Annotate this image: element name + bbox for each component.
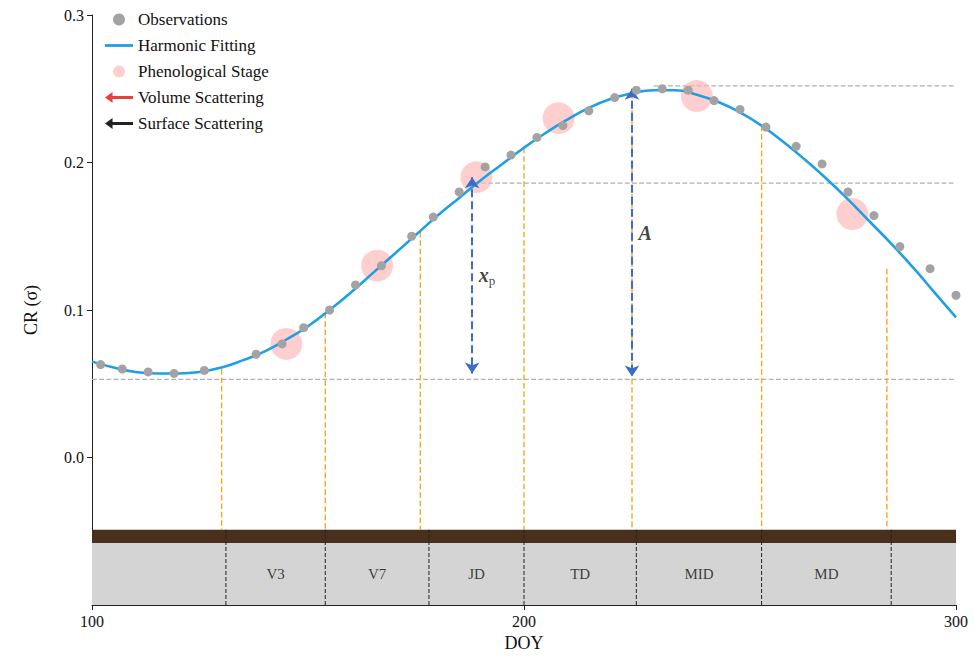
svg-text:200: 200 [512, 613, 536, 630]
svg-text:A: A [637, 222, 652, 244]
svg-text:DOY: DOY [505, 633, 544, 653]
svg-text:TD: TD [570, 566, 590, 582]
svg-text:MD: MD [814, 566, 838, 582]
svg-text:300: 300 [944, 613, 968, 630]
svg-text:Surface Scattering: Surface Scattering [138, 114, 264, 133]
svg-text:p: p [489, 273, 496, 288]
svg-text:100: 100 [80, 613, 104, 630]
svg-text:0.0: 0.0 [64, 449, 84, 466]
svg-text:V7: V7 [368, 566, 387, 582]
svg-text:x: x [478, 264, 489, 286]
svg-text:Observations: Observations [138, 10, 228, 29]
svg-text:0.3: 0.3 [64, 7, 84, 24]
svg-text:Volume Scattering: Volume Scattering [138, 88, 264, 107]
svg-text:Phenological Stage: Phenological Stage [138, 62, 269, 81]
svg-text:MID: MID [684, 566, 713, 582]
svg-text:V3: V3 [266, 566, 284, 582]
svg-text:0.2: 0.2 [64, 154, 84, 171]
svg-text:CR (σ): CR (σ) [21, 285, 42, 335]
svg-text:JD: JD [468, 566, 485, 582]
svg-text:Harmonic Fitting: Harmonic Fitting [138, 36, 256, 55]
svg-text:0.1: 0.1 [64, 302, 84, 319]
